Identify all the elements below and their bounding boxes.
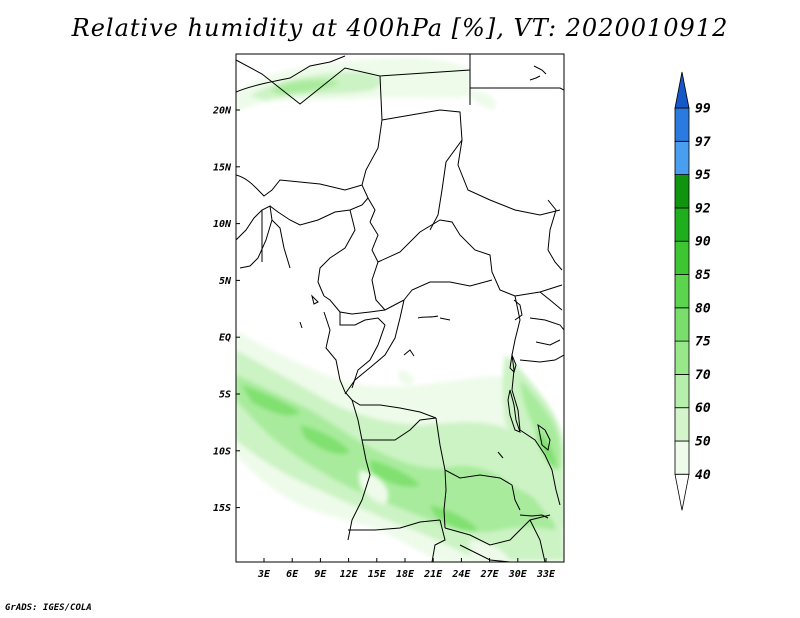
map-title: Relative humidity at 400hPa [%], VT: 202… bbox=[71, 14, 729, 42]
colorbar-segment bbox=[674, 340, 690, 375]
humidity-patch bbox=[470, 540, 510, 562]
colorbar-segment bbox=[674, 373, 690, 409]
lon-tick-label: 27E bbox=[480, 569, 500, 580]
colorbar-label: 85 bbox=[695, 268, 711, 283]
country-borders bbox=[236, 54, 564, 562]
humidity-patch bbox=[430, 505, 478, 531]
colorbar-segment bbox=[674, 140, 690, 176]
colorbar-low-arrow bbox=[674, 473, 690, 511]
lat-tick-label: 15N bbox=[213, 162, 232, 173]
colorbar-label: 60 bbox=[695, 401, 711, 416]
colorbar-label: 90 bbox=[695, 235, 711, 250]
colorbar-label: 70 bbox=[695, 368, 711, 383]
latitude-ticks: 20N 15N 10N 5N EQ 5S 10S 15S bbox=[212, 106, 240, 514]
humidity-patch bbox=[398, 370, 414, 386]
colorbar-label: 95 bbox=[695, 168, 711, 183]
lon-tick-label: 21E bbox=[423, 569, 443, 580]
humidity-patch bbox=[470, 90, 496, 110]
lat-tick-label: 15S bbox=[213, 503, 231, 514]
humidity-patch bbox=[370, 460, 420, 487]
humidity-patch bbox=[270, 80, 340, 94]
grads-credit: GrADS: IGES/COLA bbox=[5, 603, 92, 613]
humidity-patch bbox=[242, 385, 300, 416]
colorbar-label: 92 bbox=[695, 201, 711, 216]
lat-tick-label: 20N bbox=[212, 106, 232, 117]
humidity-patch bbox=[502, 355, 564, 530]
colorbar-label: 75 bbox=[695, 335, 711, 350]
lon-tick-label: 9E bbox=[314, 569, 327, 580]
lat-tick-label: 5S bbox=[219, 390, 231, 401]
colorbar-segment bbox=[674, 240, 690, 275]
lon-tick-label: 12E bbox=[340, 569, 359, 580]
colorbar-segment bbox=[674, 407, 690, 442]
colorbar-label: 97 bbox=[695, 135, 711, 150]
longitude-ticks: 3E 6E 9E 12E 15E 18E 21E 24E 27E 30E 33E bbox=[257, 558, 556, 580]
colorbar-segment bbox=[674, 207, 690, 242]
lat-tick-label: 10S bbox=[213, 446, 231, 457]
colorbar-label: 80 bbox=[695, 301, 711, 316]
lat-tick-label: EQ bbox=[219, 333, 231, 344]
lon-tick-label: 6E bbox=[286, 569, 299, 580]
map-frame bbox=[235, 53, 565, 563]
lon-tick-label: 33E bbox=[536, 569, 556, 580]
colorbar-label: 40 bbox=[695, 468, 711, 483]
lat-tick-label: 5N bbox=[219, 276, 232, 287]
colorbar-segment bbox=[674, 440, 690, 475]
colorbar-segment bbox=[674, 107, 690, 142]
colorbar-segment bbox=[674, 274, 690, 309]
colorbar-high-arrow bbox=[674, 71, 690, 109]
colorbar: 40 50 60 70 75 80 85 90 92 95 97 99 bbox=[674, 71, 711, 511]
lon-tick-label: 15E bbox=[368, 569, 387, 580]
colorbar-segment bbox=[674, 174, 690, 209]
colorbar-label: 99 bbox=[695, 102, 711, 117]
lon-tick-label: 3E bbox=[257, 569, 271, 580]
lat-tick-label: 10N bbox=[213, 219, 232, 230]
lon-tick-label: 30E bbox=[508, 569, 528, 580]
lon-tick-label: 24E bbox=[451, 569, 471, 580]
humidity-shading bbox=[236, 57, 564, 562]
humidity-patch bbox=[358, 470, 389, 505]
humidity-patch bbox=[300, 425, 350, 454]
lon-tick-label: 18E bbox=[396, 569, 415, 580]
colorbar-label: 50 bbox=[695, 435, 711, 450]
humidity-patch bbox=[236, 375, 555, 532]
colorbar-segment bbox=[674, 307, 690, 342]
